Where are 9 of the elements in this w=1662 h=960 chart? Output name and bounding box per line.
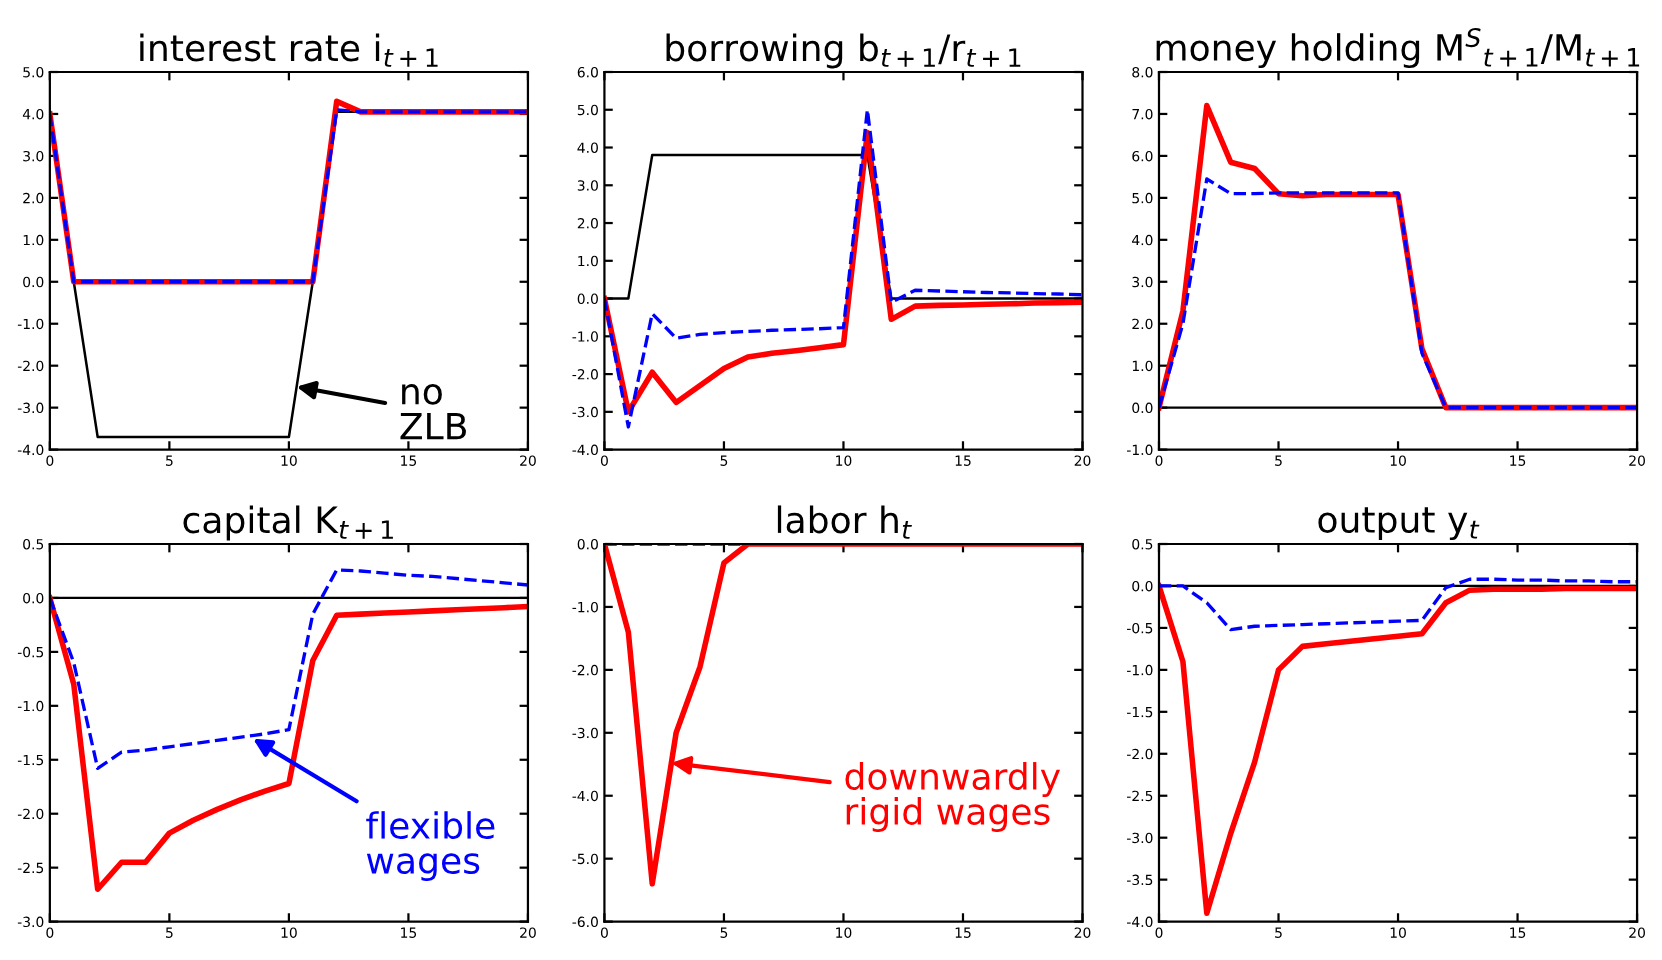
- chart-title: interest rate i$_{t+1}$: [140, 33, 438, 67]
- chart-title: capital K$_{t+1}$: [183, 505, 393, 541]
- chart-title: output y$_{t}$: [1318, 507, 1480, 541]
- annotation: flexible wages: [366, 811, 495, 882]
- chart-title: borrowing b$_{t+1}$/r$_{t+1}$: [666, 33, 1021, 69]
- chart-title: money holding M$^{S}$$_{t+1}$/M$_{t+1}$: [1156, 28, 1640, 69]
- chart-title: labor h$_{t}$: [777, 505, 912, 539]
- annotation: no ZLB: [400, 384, 466, 440]
- annotation: downwardly rigid wages: [845, 762, 1061, 832]
